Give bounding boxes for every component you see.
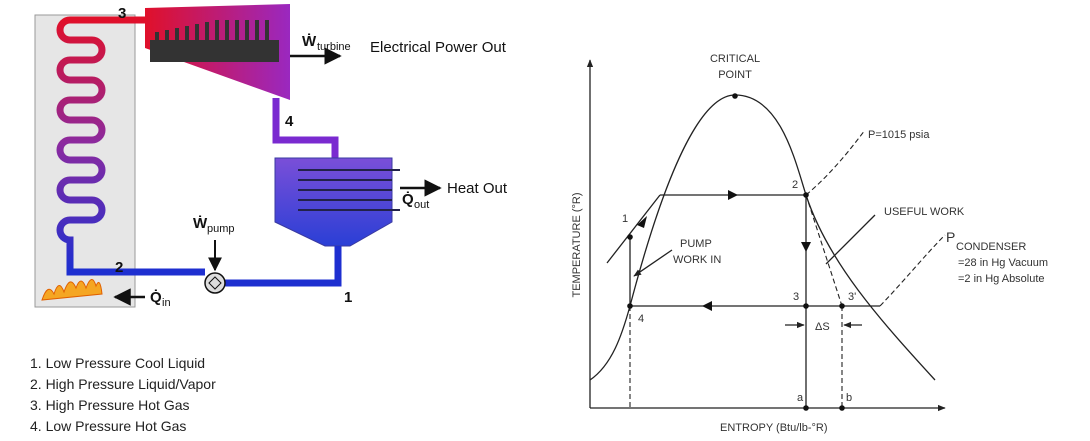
annotation: =28 in Hg Vacuum <box>958 257 1048 269</box>
point-label: b <box>846 392 852 404</box>
arrowhead <box>637 216 647 228</box>
condenser <box>274 157 393 247</box>
cooling-lines <box>298 169 400 211</box>
shape <box>627 234 633 240</box>
subscript: in <box>162 297 171 309</box>
pipe-1 <box>225 246 342 287</box>
annotation: PUMP <box>680 238 712 250</box>
leader <box>633 249 673 277</box>
state-label: 2 <box>115 259 123 276</box>
point-label: 2 <box>792 179 798 191</box>
shape <box>803 192 809 198</box>
annotation: P=1015 psia <box>868 129 930 141</box>
symbol: Q̇ <box>402 191 414 208</box>
symbol: Ẇ <box>302 33 317 50</box>
symbol: Q̇ <box>150 289 162 306</box>
point-label: 3' <box>848 291 856 303</box>
isobar <box>805 129 866 196</box>
legend-item: 4. Low Pressure Hot Gas <box>30 418 186 434</box>
isobar <box>879 234 946 307</box>
state-label: 1 <box>344 289 352 306</box>
point-label: 4 <box>638 313 644 325</box>
critical-point <box>732 93 738 99</box>
point-label: 1 <box>622 213 628 225</box>
y-axis-label: TEMPERATURE (°R) <box>571 192 583 297</box>
subscript: out <box>414 199 429 211</box>
shape <box>627 303 633 309</box>
legend-item: 1. Low Pressure Cool Liquid <box>30 355 205 371</box>
annotation: CONDENSER <box>956 241 1026 253</box>
shape <box>839 303 845 309</box>
boiler-coil <box>56 16 205 276</box>
x-axis-label: ENTROPY (Btu/lb-°R) <box>720 422 828 434</box>
legend-item: 2. High Pressure Liquid/Vapor <box>30 376 216 392</box>
annotation: CRITICAL <box>710 53 760 65</box>
point-label: 3 <box>793 291 799 303</box>
shape <box>803 303 809 309</box>
pump-icon <box>208 276 222 290</box>
arrowhead <box>801 242 811 252</box>
annotation: POINT <box>718 69 752 81</box>
symbol: Ẇ <box>193 215 208 232</box>
annotation: =2 in Hg Absolute <box>958 273 1045 285</box>
annotation: WORK IN <box>673 254 721 266</box>
annotation: ΔS <box>815 321 830 333</box>
pump <box>204 272 226 294</box>
state-label: 4 <box>285 113 294 130</box>
heating-line <box>606 194 661 264</box>
leader <box>825 214 876 265</box>
annotation: USEFUL WORK <box>884 206 965 218</box>
state-label: 3 <box>118 5 126 22</box>
state-points <box>627 192 845 411</box>
subscript: pump <box>207 223 235 235</box>
subscript: turbine <box>317 41 351 53</box>
shape <box>839 405 845 411</box>
legend-item: 3. High Pressure Hot Gas <box>30 397 190 413</box>
point-label: a <box>797 392 804 404</box>
caption: Heat Out <box>447 180 508 197</box>
turbine-shaft <box>150 20 279 62</box>
caption: Electrical Power Out <box>370 39 507 56</box>
arrowhead <box>702 301 712 311</box>
annotation: P <box>946 229 955 245</box>
pipe-4 <box>272 98 339 162</box>
arrowhead <box>728 190 738 200</box>
flame <box>41 279 103 301</box>
real-expansion <box>805 194 843 307</box>
shape <box>803 405 809 411</box>
